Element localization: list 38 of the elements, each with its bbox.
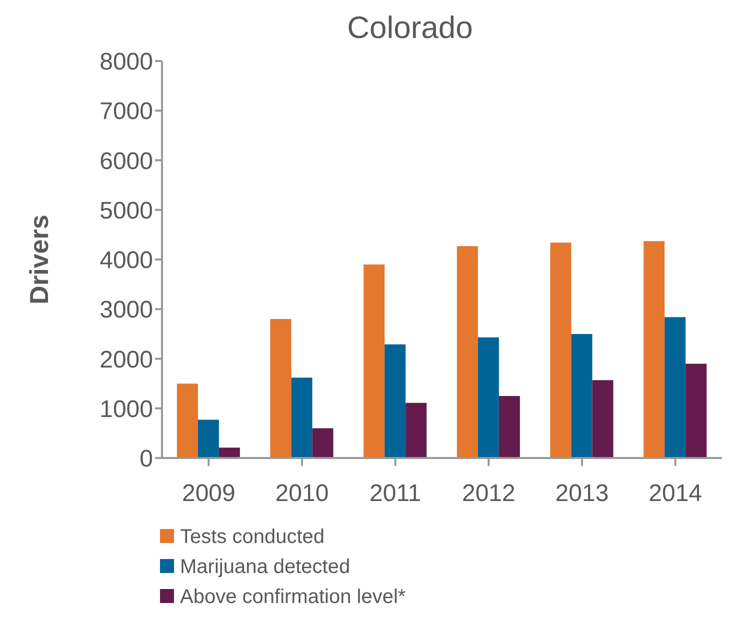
y-tick-label: 0 <box>140 446 153 473</box>
bar <box>198 420 219 458</box>
y-tick-label: 5000 <box>100 197 153 224</box>
x-tick-label: 2011 <box>370 480 422 508</box>
legend-label: Marijuana detected <box>180 556 350 578</box>
bar <box>478 337 499 458</box>
legend-label: Above confirmation level* <box>180 586 406 608</box>
bar <box>406 402 427 458</box>
x-tick-label: 2010 <box>275 480 329 508</box>
y-tick-label: 4000 <box>100 247 153 274</box>
bar <box>270 319 292 458</box>
x-tick-label: 2013 <box>555 480 609 508</box>
x-tick-label: 2009 <box>182 480 236 508</box>
y-tick-label: 3000 <box>100 296 153 324</box>
x-tick-label: 2014 <box>648 480 702 508</box>
bar <box>592 380 614 458</box>
y-tick-label: 1000 <box>100 396 153 423</box>
bar <box>364 264 385 458</box>
bar <box>218 448 240 458</box>
bar <box>384 344 406 458</box>
bar <box>176 384 198 458</box>
y-tick-label: 2000 <box>100 346 153 374</box>
y-tick-label: 7000 <box>100 98 153 126</box>
bar <box>456 246 478 458</box>
legend-label: Tests conducted <box>180 526 325 548</box>
bar <box>498 396 520 458</box>
y-tick-label: 8000 <box>100 48 153 76</box>
x-tick-label: 2012 <box>462 480 516 508</box>
y-axis-title: Drivers <box>24 214 54 304</box>
chart-title: Colorado <box>346 9 474 47</box>
bar <box>550 242 572 458</box>
bar <box>571 334 592 458</box>
bar <box>312 428 334 458</box>
bar <box>644 241 665 458</box>
bar <box>686 364 707 458</box>
bar <box>291 378 312 458</box>
bar <box>664 317 686 458</box>
y-tick-label: 6000 <box>100 148 153 175</box>
